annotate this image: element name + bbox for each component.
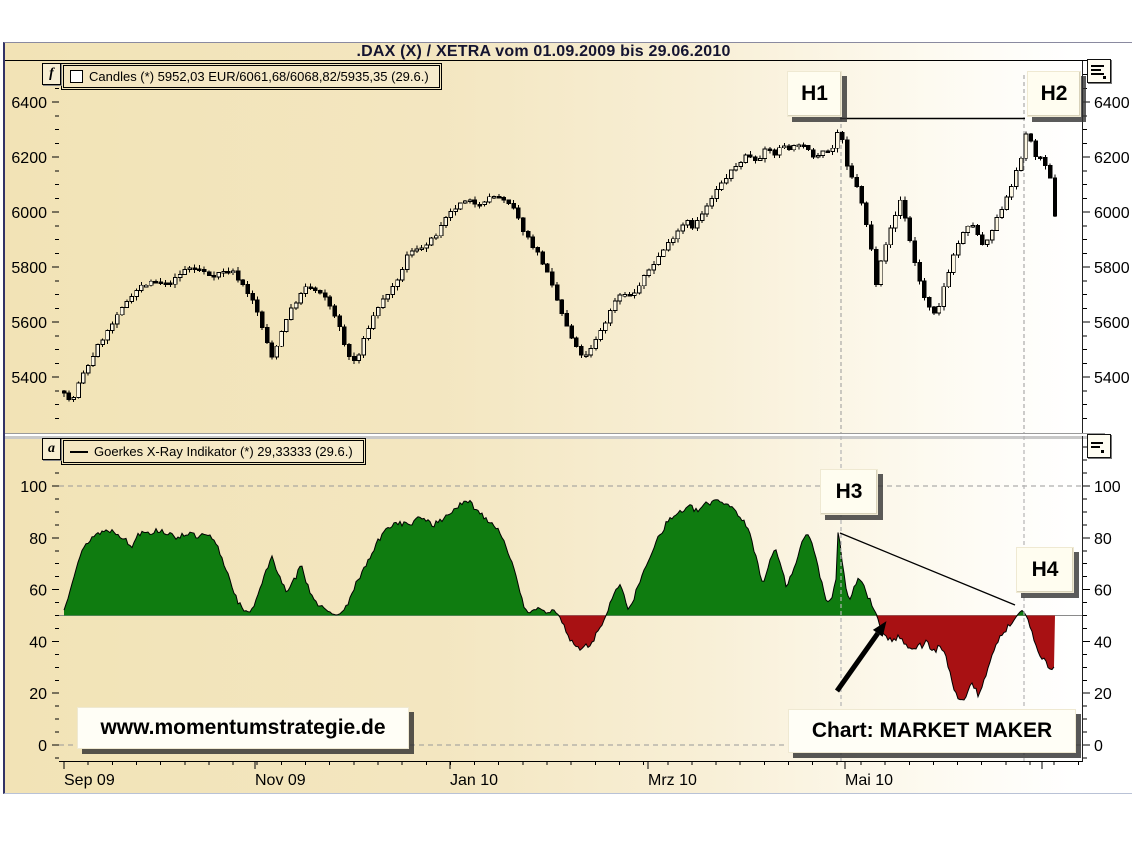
menu-line-icon [1091, 69, 1101, 71]
svg-text:0: 0 [1094, 738, 1103, 755]
svg-text:5600: 5600 [11, 315, 47, 332]
svg-text:60: 60 [29, 583, 47, 600]
indicator-left-scale: 0 20 40 60 80 100 [5, 436, 59, 761]
indicator-right-scale: 0 20 40 60 80 100 [1083, 436, 1132, 761]
svg-text:Sep 09: Sep 09 [64, 772, 115, 789]
annotation-h1[interactable]: H1 [787, 71, 842, 117]
watermark-text: www.momentumstrategie.de [100, 716, 386, 739]
svg-text:40: 40 [29, 634, 47, 651]
title-separator [5, 60, 1105, 61]
svg-text:20: 20 [29, 686, 47, 703]
svg-text:6400: 6400 [1094, 95, 1130, 112]
svg-text:40: 40 [1094, 634, 1112, 651]
annotation-h4[interactable]: H4 [1016, 547, 1074, 593]
menu-dot-icon [1101, 450, 1104, 453]
annotation-h2-label: H2 [1040, 82, 1068, 105]
menu-line-icon [1091, 65, 1104, 67]
chart-title: .DAX (X) / XETRA vom 01.09.2009 bis 29.0… [356, 43, 731, 60]
annotation-h3-label: H3 [835, 480, 863, 503]
indicator-legend[interactable]: Goerkes X-Ray Indikator (*) 29,33333 (29… [61, 438, 366, 465]
chart-credit-banner: Chart: MARKET MAKER [788, 709, 1076, 753]
menu-line-icon [1091, 442, 1103, 444]
chart-window: .DAX (X) / XETRA vom 01.09.2009 bis 29.0… [3, 42, 1132, 794]
time-axis: Sep 09 Nov 09 Jan 10 Mrz 10 Mai 10 [59, 761, 1082, 791]
panel-divider[interactable] [5, 433, 1105, 436]
svg-text:60: 60 [1094, 583, 1112, 600]
svg-text:Mrz 10: Mrz 10 [648, 772, 697, 789]
svg-text:20: 20 [1094, 686, 1112, 703]
watermark-banner: www.momentumstrategie.de [77, 707, 409, 749]
svg-text:6000: 6000 [11, 205, 47, 222]
price-left-scale: 5400 5600 5800 6000 6200 6400 [5, 61, 59, 433]
svg-text:80: 80 [29, 531, 47, 548]
annotation-h4-label: H4 [1031, 558, 1059, 581]
annotation-h1-label: H1 [801, 82, 828, 105]
svg-text:Mai 10: Mai 10 [845, 772, 893, 789]
price-panel-menu-icon[interactable] [1087, 59, 1111, 83]
svg-text:5800: 5800 [11, 260, 47, 277]
svg-text:5800: 5800 [1094, 260, 1130, 277]
price-chart-canvas[interactable]: Candles (*) 5952,03 EUR/6061,68/6068,82/… [59, 61, 1083, 433]
price-legend-text: Candles (*) 5952,03 EUR/6061,68/6068,82/… [89, 69, 429, 84]
chart-credit-text: Chart: MARKET MAKER [811, 719, 1053, 742]
svg-text:5400: 5400 [11, 370, 47, 387]
indicator-panel-icon-button[interactable]: a [42, 438, 61, 460]
candles-checkbox-icon[interactable] [70, 70, 83, 83]
indicator-panel-menu-icon[interactable] [1087, 434, 1111, 458]
price-panel-icon-letter: f [49, 66, 54, 81]
price-legend[interactable]: Candles (*) 5952,03 EUR/6061,68/6068,82/… [61, 63, 442, 90]
svg-text:0: 0 [38, 738, 47, 755]
annotation-h2[interactable]: H2 [1027, 71, 1081, 117]
svg-text:100: 100 [1094, 479, 1121, 496]
menu-line-icon [1091, 73, 1104, 75]
svg-text:6400: 6400 [11, 95, 47, 112]
menu-line-icon [1091, 446, 1100, 448]
svg-text:5600: 5600 [1094, 315, 1130, 332]
svg-text:6000: 6000 [1094, 205, 1130, 222]
price-right-scale: 5400 5600 5800 6000 6200 6400 [1083, 61, 1132, 433]
price-panel-icon-button[interactable]: f [42, 63, 61, 85]
indicator-legend-text: Goerkes X-Ray Indikator (*) 29,33333 (29… [94, 444, 353, 459]
svg-text:Jan 10: Jan 10 [450, 772, 498, 789]
indicator-line-icon [70, 450, 88, 453]
svg-text:Nov 09: Nov 09 [255, 772, 306, 789]
indicator-chart-canvas[interactable]: Goerkes X-Ray Indikator (*) 29,33333 (29… [59, 436, 1083, 762]
menu-dot-icon [1103, 76, 1106, 79]
svg-text:5400: 5400 [1094, 370, 1130, 387]
svg-text:6200: 6200 [11, 150, 47, 167]
annotation-h3[interactable]: H3 [820, 469, 878, 515]
svg-text:80: 80 [1094, 531, 1112, 548]
svg-text:100: 100 [20, 479, 47, 496]
indicator-panel-icon-letter: a [48, 441, 55, 456]
svg-text:6200: 6200 [1094, 150, 1130, 167]
